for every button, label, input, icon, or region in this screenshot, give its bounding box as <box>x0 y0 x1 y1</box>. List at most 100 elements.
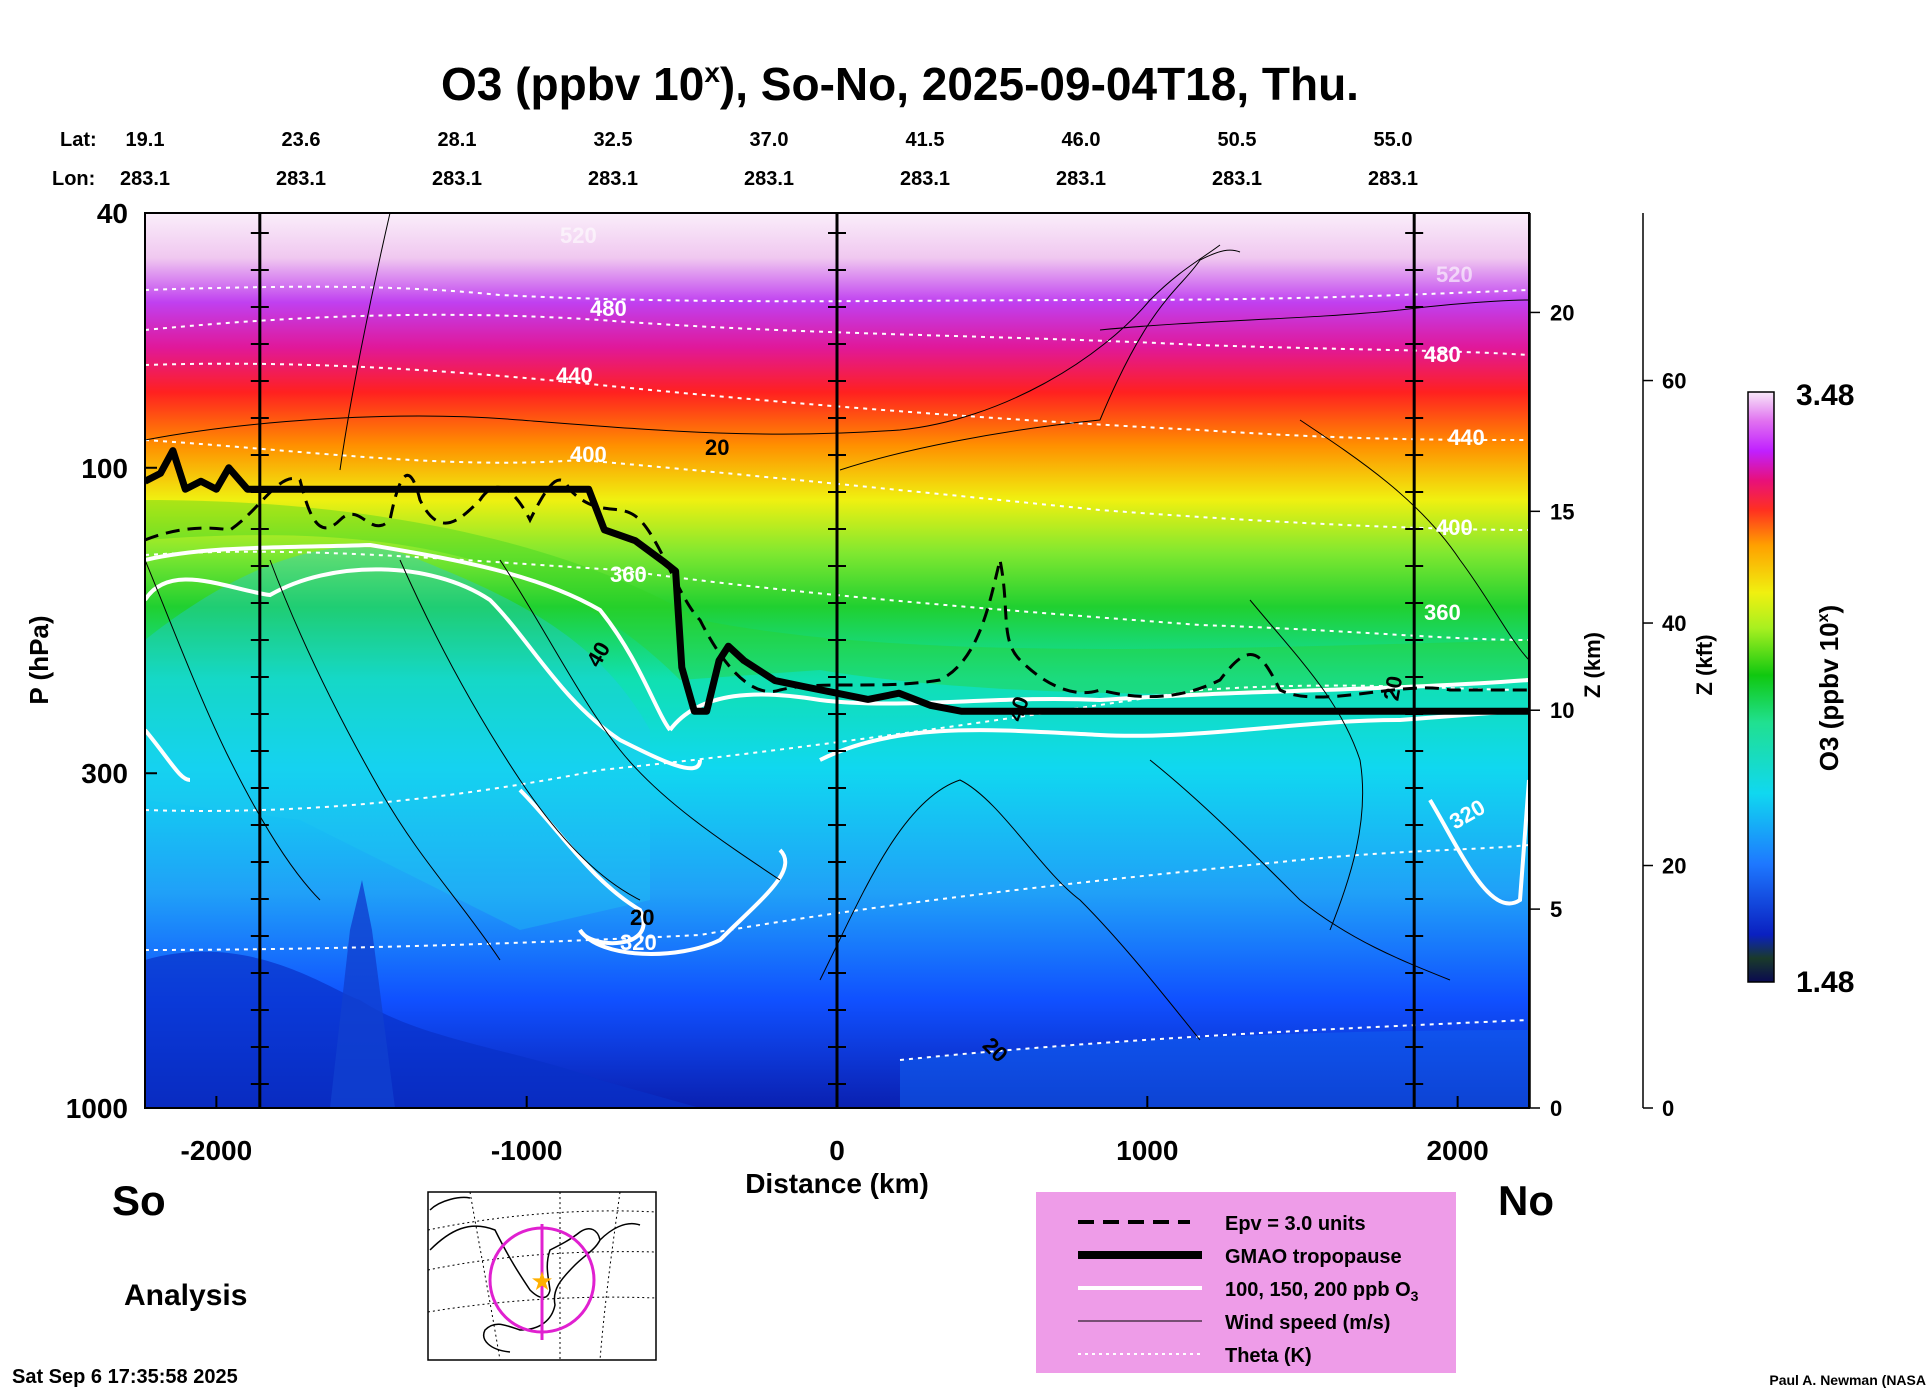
legend-wind-label: Wind speed (m/s) <box>1225 1312 1390 1334</box>
lat-value: 28.1 <box>438 129 477 151</box>
z-km-tick-label: 0 <box>1550 1096 1562 1121</box>
lon-value: 283.1 <box>1056 168 1106 190</box>
lat-value: 46.0 <box>1062 129 1101 151</box>
lat-value: 50.5 <box>1218 129 1257 151</box>
lat-value: 37.0 <box>750 129 789 151</box>
wind-contour <box>145 244 1529 441</box>
y-tick-label: 100 <box>81 453 128 484</box>
analysis-label: Analysis <box>124 1279 247 1312</box>
lon-value: 283.1 <box>1212 168 1262 190</box>
theta-label: 480 <box>590 296 627 321</box>
z-km-tick-label: 10 <box>1550 698 1574 723</box>
theta-label: 400 <box>570 442 607 467</box>
vertical-markers <box>250 213 1424 1108</box>
theta-line-340 <box>145 684 1529 812</box>
lon-value: 283.1 <box>744 168 794 190</box>
lat-lon-row: 19.1 23.6 28.1 32.5 37.0 41.5 46.0 50.5 55.0 283.… <box>120 129 1418 190</box>
legend-theta-label: Theta (K) <box>1225 1345 1312 1367</box>
theta-label: 400 <box>1436 515 1473 540</box>
wind-contour <box>269 559 501 961</box>
lon-value: 283.1 <box>900 168 950 190</box>
theta-label: 360 <box>1424 600 1461 625</box>
wind-label: 20 <box>630 905 654 930</box>
z-kft-tick-label: 60 <box>1662 369 1686 394</box>
lon-label: Lon: <box>52 168 95 190</box>
y-tick-label: 300 <box>81 758 128 789</box>
timestamp: Sat Sep 6 17:35:58 2025 <box>12 1366 238 1388</box>
z-km-axis-label: Z (km) <box>1580 632 1605 698</box>
lat-value: 23.6 <box>282 129 321 151</box>
theta-label: 440 <box>1448 425 1485 450</box>
theta-line-440 <box>145 362 1529 441</box>
legend-epv-label: Epv = 3.0 units <box>1225 1213 1366 1235</box>
colorbar-title: O3 (ppbv 10x) <box>1814 605 1844 771</box>
low-ozone-region-north <box>900 1030 1529 1108</box>
z-km-tick-label: 20 <box>1550 300 1574 325</box>
lat-value: 41.5 <box>906 129 945 151</box>
legend-tropopause-label: GMAO tropopause <box>1225 1246 1402 1268</box>
z-kft-tick-label: 40 <box>1662 611 1686 636</box>
theta-label: 360 <box>610 562 647 587</box>
lat-value: 32.5 <box>594 129 633 151</box>
ozone-contour-150 <box>145 567 1529 771</box>
ozone-contour-200 <box>145 542 1529 732</box>
green-band <box>145 500 1529 694</box>
lat-label: Lat: <box>60 129 97 151</box>
ozone-contour-100 <box>145 728 1529 956</box>
theta-line-400 <box>145 439 1529 531</box>
low-ozone-plume <box>330 880 395 1108</box>
y-tick-label: 1000 <box>66 1093 128 1124</box>
south-label: So <box>112 1177 166 1224</box>
x-tick-label: 2000 <box>1426 1135 1488 1166</box>
credit: Paul A. Newman (NASA <box>1769 1372 1926 1388</box>
theta-label: 480 <box>1424 342 1461 367</box>
low-ozone-region <box>145 951 700 1108</box>
x-axis-label: Distance (km) <box>745 1168 929 1199</box>
inset-map: ★ <box>427 1191 657 1361</box>
theta-label: 440 <box>556 363 593 388</box>
x-axis: -2000 -1000 0 1000 2000 <box>181 1096 1489 1166</box>
colorbar-max-label: 3.48 <box>1796 379 1854 412</box>
theta-line-520 <box>145 285 1529 303</box>
wind-contour <box>819 779 1201 1041</box>
lon-value: 283.1 <box>276 168 326 190</box>
lat-value: 19.1 <box>126 129 165 151</box>
z-kft-axis-label: Z (kft) <box>1692 634 1717 695</box>
x-tick-label: 0 <box>829 1135 845 1166</box>
wind-contour <box>1149 759 1451 981</box>
z-kft-tick-label: 0 <box>1662 1096 1674 1121</box>
theta-label: 520 <box>560 223 597 248</box>
x-tick-label: -1000 <box>491 1135 563 1166</box>
wind-contour <box>339 213 391 471</box>
wind-label: 20 <box>705 435 729 460</box>
wind-contour <box>839 249 1241 471</box>
chart-title: O3 (ppbv 10x), So-No, 2025-09-04T18, Thu… <box>441 57 1359 110</box>
north-label: No <box>1498 1177 1554 1224</box>
lon-value: 283.1 <box>1368 168 1418 190</box>
lat-value: 55.0 <box>1374 129 1413 151</box>
wind-contour <box>399 559 641 901</box>
wind-contour <box>499 559 781 881</box>
legend: Epv = 3.0 units GMAO tropopause 100, 150… <box>1078 1213 1419 1367</box>
legend-o3-label: 100, 150, 200 ppb O3 <box>1225 1279 1419 1304</box>
y-axis-label: P (hPa) <box>24 615 54 704</box>
lon-value: 283.1 <box>588 168 638 190</box>
tropopause-line <box>145 447 1529 715</box>
colorbar <box>1747 391 1775 983</box>
y-tick-label: 40 <box>97 198 128 229</box>
wind-contour <box>1249 599 1364 931</box>
inset-coastlines <box>429 1196 641 1353</box>
x-tick-label: 1000 <box>1116 1135 1178 1166</box>
z-km-axis: 0 5 10 15 20 <box>1530 300 1574 1121</box>
wind-label: 20 <box>1378 674 1407 702</box>
star-icon: ★ <box>530 1266 553 1296</box>
epv-contour <box>145 474 1529 699</box>
lon-value: 283.1 <box>120 168 170 190</box>
z-kft-axis: 0 20 40 60 <box>1643 369 1686 1121</box>
wind-contour <box>145 559 321 901</box>
y-axis: 40 100 300 1000 <box>66 198 157 1124</box>
z-kft-tick-label: 20 <box>1662 854 1686 879</box>
lon-value: 283.1 <box>432 168 482 190</box>
colorbar-min-label: 1.48 <box>1796 966 1854 999</box>
